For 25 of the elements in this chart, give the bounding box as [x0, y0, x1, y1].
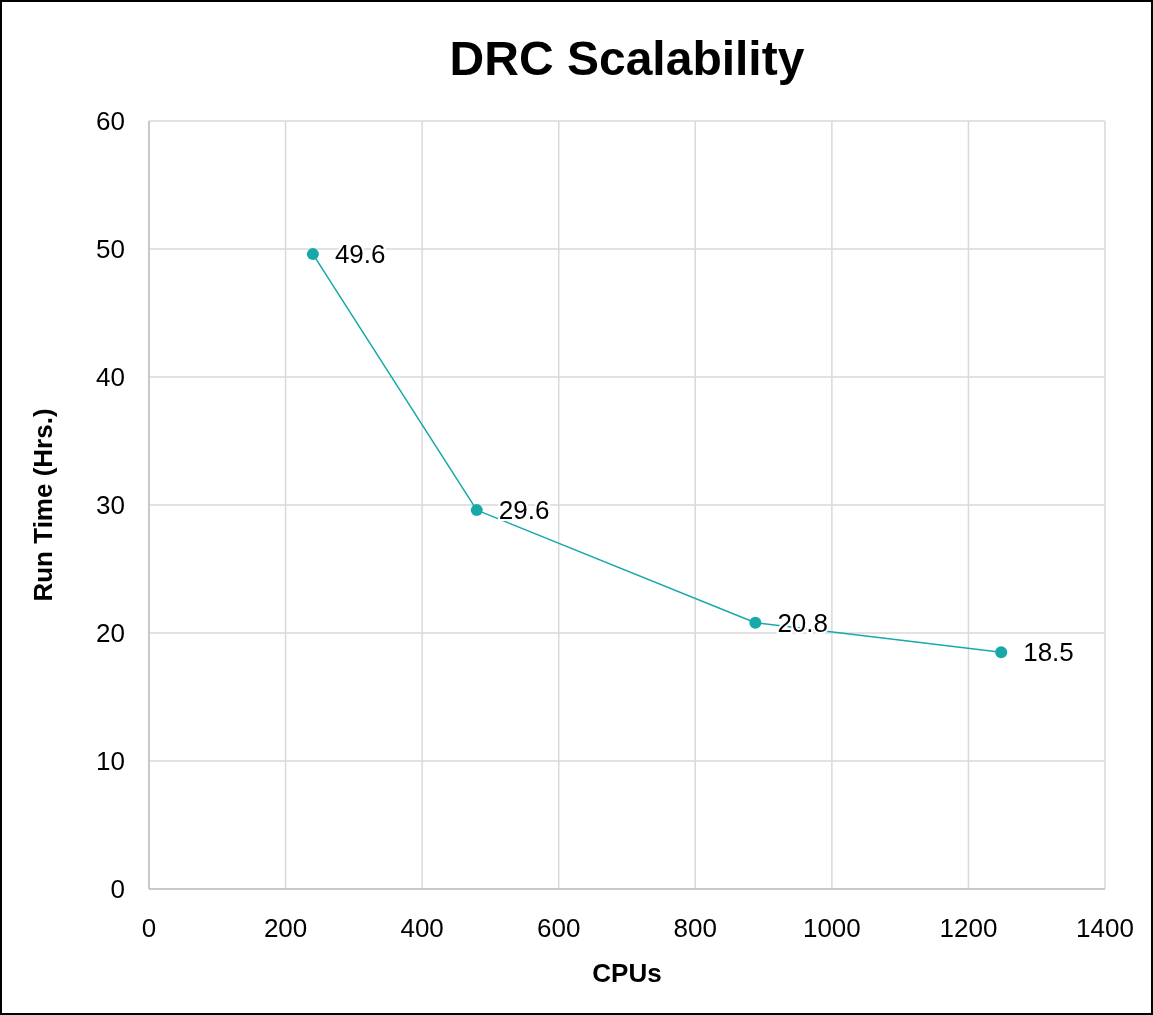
point — [995, 646, 1008, 659]
y-tick-label: 60 — [96, 106, 125, 137]
x-tick-label: 200 — [263, 913, 308, 943]
x-tick-label: 1400 — [1076, 913, 1134, 943]
x-tick-label: 400 — [400, 913, 444, 943]
point — [306, 248, 319, 261]
y-axis-title: Run Time (Hrs.) — [28, 408, 58, 602]
y-tick-label: 50 — [96, 234, 125, 265]
y-tick-label: 30 — [96, 490, 125, 521]
point — [470, 504, 483, 517]
x-tick-label: 800 — [673, 913, 717, 943]
point — [749, 616, 762, 629]
y-tick-label: 20 — [96, 618, 125, 649]
x-axis-title: CPUs — [592, 958, 662, 988]
x-tick-label: 1000 — [802, 913, 861, 943]
x-tick-label: 600 — [537, 913, 581, 943]
x-tick-label: 0 — [141, 913, 157, 943]
y-tick-label: 40 — [96, 362, 125, 393]
data-label: 18.5 — [1023, 637, 1074, 668]
data-label: 29.6 — [498, 495, 550, 526]
y-tick-label: 10 — [96, 746, 125, 777]
x-tick-label: 1200 — [939, 913, 998, 943]
y-tick-label: 0 — [110, 874, 125, 905]
chart-title: DRC Scalability — [449, 32, 805, 85]
data-label: 49.6 — [334, 239, 386, 270]
